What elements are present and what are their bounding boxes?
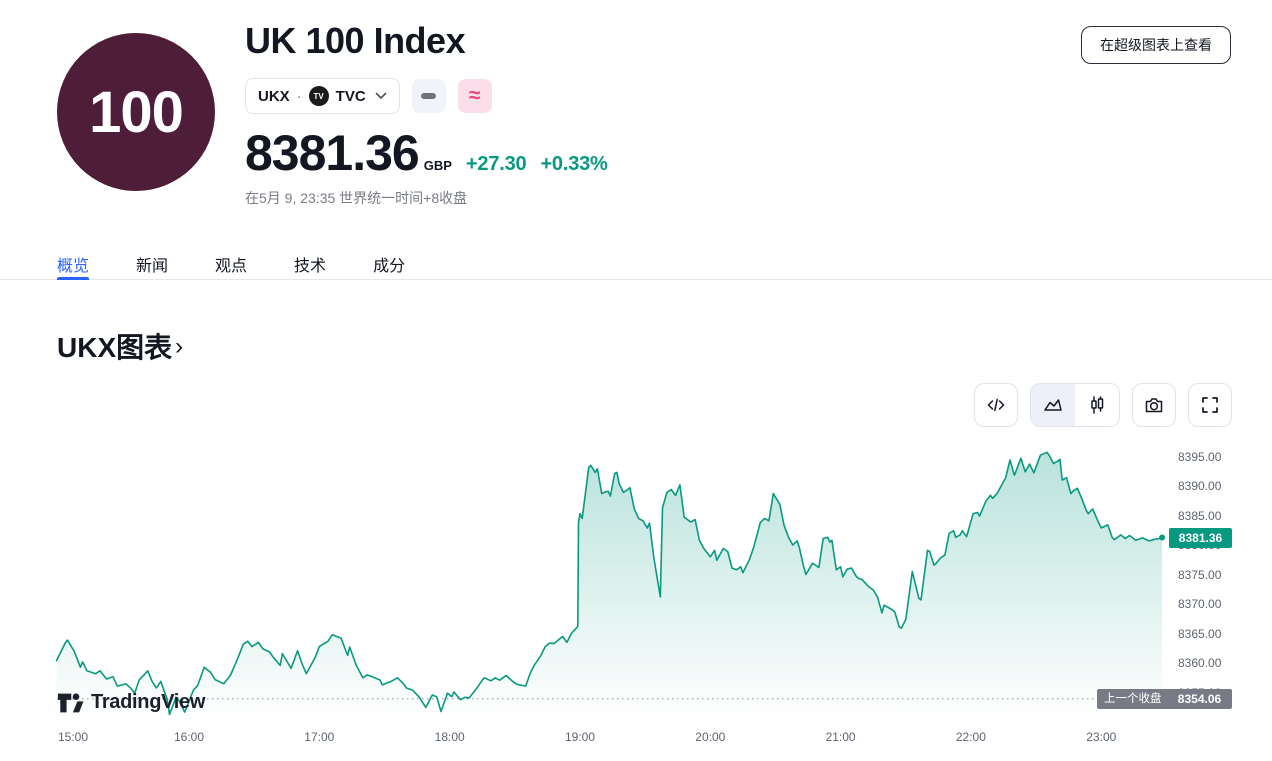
y-axis-label: 8390.00	[1178, 479, 1222, 493]
y-axis-label: 8365.00	[1178, 626, 1222, 641]
x-axis-label: 19:00	[564, 730, 596, 744]
instrument-logo: 100	[57, 33, 215, 191]
separator-dot: ·	[296, 87, 302, 105]
code-icon	[987, 398, 1005, 412]
market-closed-chip[interactable]	[411, 79, 446, 113]
instrument-logo-text: 100	[89, 79, 184, 145]
currency-label: GBP	[423, 158, 452, 173]
chart-canvas[interactable]	[0, 430, 1272, 761]
x-axis-label: 18:00	[434, 730, 465, 744]
chart-toolbar	[974, 383, 1232, 427]
approx-icon: ≈	[468, 83, 481, 107]
symbol-code: UKX	[258, 87, 290, 105]
x-axis-label: 23:00	[1086, 730, 1117, 744]
dash-icon	[421, 93, 437, 99]
chart-section-title: UKX图表	[57, 332, 173, 363]
x-axis-label: 20:00	[695, 730, 726, 744]
tab-technicals[interactable]: 技术	[294, 240, 326, 280]
area-chart-style-button[interactable]	[1031, 384, 1075, 426]
x-axis-label: 15:00	[57, 730, 89, 744]
chart-style-switch	[1030, 383, 1120, 427]
camera-icon	[1145, 398, 1163, 413]
exchange-logo: TV	[308, 86, 329, 106]
area-chart-icon	[1044, 399, 1062, 411]
symbol-selector[interactable]: UKX · TV TVC	[245, 78, 400, 114]
area-fill	[56, 452, 1163, 717]
chevron-right-icon: ›	[175, 333, 184, 360]
y-axis-label: 8375.00	[1178, 567, 1222, 582]
candlestick-icon	[1091, 396, 1104, 414]
tab-overview[interactable]: 概览	[57, 240, 90, 280]
y-axis-label: 8370.00	[1178, 597, 1222, 612]
prev-close-label-badge: 上一个收盘	[1097, 688, 1169, 709]
exchange-logo-text: TV	[313, 91, 324, 101]
approx-price-chip[interactable]: ≈	[457, 79, 492, 113]
x-axis-label: 21:00	[825, 730, 856, 744]
symbol-row: UKX · TV TVC ≈	[245, 78, 492, 114]
y-axis-label: 8360.00	[1178, 656, 1222, 671]
snapshot-button[interactable]	[1132, 383, 1176, 427]
last-price-badge: 8381.36	[1169, 527, 1232, 548]
fullscreen-icon	[1202, 397, 1218, 413]
market-closed-note: 在5月 9, 23:35 世界统一时间+8收盘	[245, 190, 468, 206]
candlestick-style-button[interactable]	[1075, 384, 1119, 426]
price-line	[55, 451, 1163, 716]
tab-news[interactable]: 新闻	[136, 240, 168, 280]
tradingview-mark-icon	[57, 692, 84, 712]
open-superchart-button[interactable]: 在超级图表上查看	[1081, 26, 1231, 64]
price-chart[interactable]: 8395.008390.008385.008380.008375.008370.…	[0, 430, 1272, 761]
x-axis-label: 22:00	[955, 730, 986, 744]
last-price: 8381.36	[245, 125, 420, 181]
fullscreen-button[interactable]	[1188, 383, 1232, 427]
price-change-pct: +0.33%	[540, 153, 608, 175]
y-axis-label: 8385.00	[1178, 508, 1222, 523]
tradingview-logo[interactable]: TradingView	[57, 691, 205, 714]
tab-components[interactable]: 成分	[373, 240, 405, 280]
code-view-button[interactable]	[974, 383, 1018, 427]
prev-close-value-badge: 8354.06	[1167, 688, 1232, 709]
y-axis-label: 8395.00	[1178, 449, 1222, 464]
x-axis-label: 16:00	[173, 730, 205, 744]
page-title: UK 100 Index	[245, 20, 466, 61]
x-axis-label: 17:00	[304, 730, 335, 744]
last-point-marker	[1159, 534, 1166, 541]
price-row: 8381.36 GBP +27.30 +0.33%	[245, 124, 608, 182]
chart-section-link[interactable]: UKX图表 ›	[57, 326, 183, 366]
exchange-code: TVC	[335, 87, 366, 105]
price-change-abs: +27.30	[465, 153, 527, 175]
chevron-down-icon	[375, 92, 386, 100]
tab-ideas[interactable]: 观点	[215, 240, 247, 280]
section-tabs: 概览 新闻 观点 技术 成分	[0, 240, 1272, 280]
tradingview-logo-text: TradingView	[91, 691, 206, 713]
